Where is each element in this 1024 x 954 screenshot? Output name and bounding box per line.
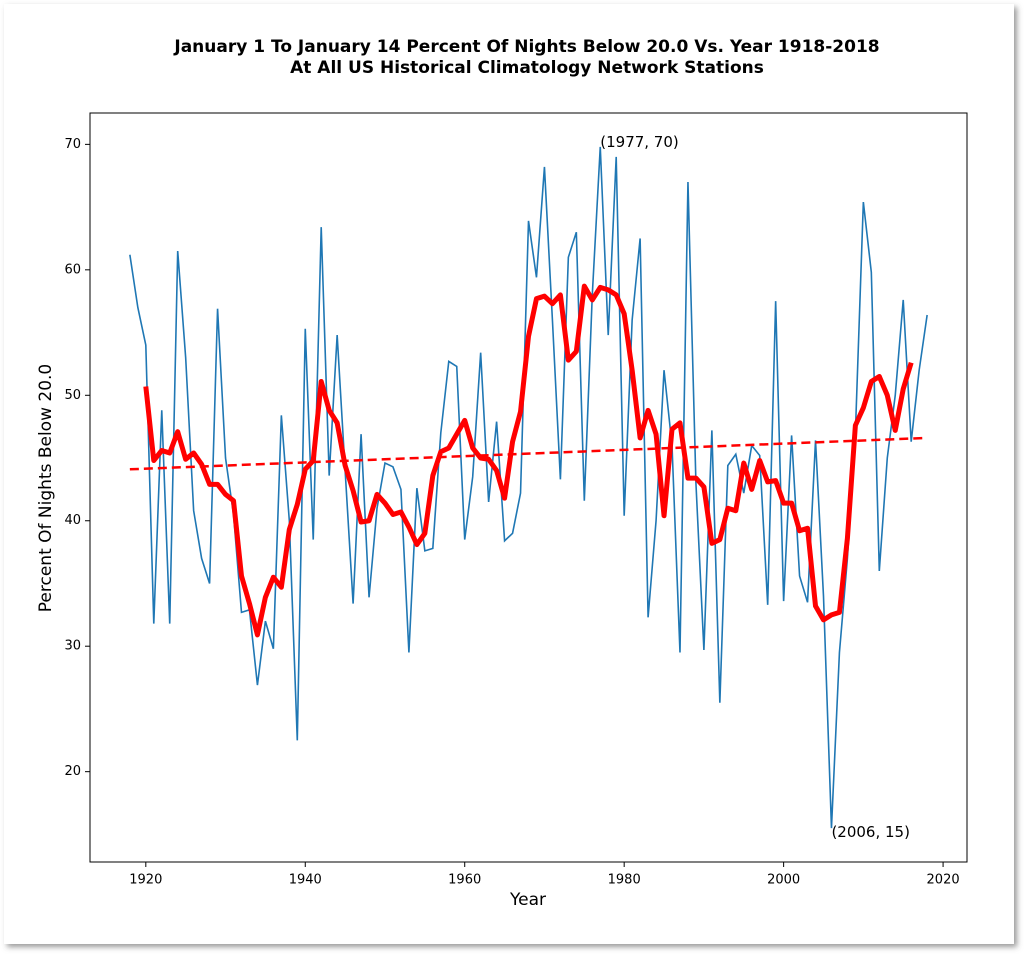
- y-axis-label: Percent Of Nights Below 20.0: [36, 364, 56, 612]
- y-tick-label: 40: [64, 513, 81, 528]
- y-tick-label: 50: [64, 388, 81, 403]
- x-tick-label: 1940: [289, 873, 322, 888]
- line-series: [143, 283, 914, 638]
- x-axis-label: Year: [509, 890, 546, 910]
- chart-title: At All US Historical Climatology Network…: [290, 58, 764, 78]
- y-tick-label: 30: [64, 639, 81, 654]
- line-series: [129, 146, 928, 829]
- line-series: [129, 436, 928, 471]
- annotation: (1977, 70): [600, 133, 679, 151]
- x-tick-label: 2020: [927, 873, 960, 888]
- x-tick-label: 1960: [448, 873, 481, 888]
- annotation: (2006, 15): [831, 823, 910, 841]
- x-tick-label: 1920: [129, 873, 162, 888]
- y-tick-label: 70: [64, 137, 81, 152]
- x-tick-label: 2000: [767, 873, 800, 888]
- chart-title: January 1 To January 14 Percent Of Night…: [173, 37, 879, 57]
- y-tick-label: 20: [64, 764, 81, 779]
- y-tick-label: 60: [64, 262, 81, 277]
- plot-frame: [89, 112, 968, 863]
- x-tick-label: 1980: [608, 873, 641, 888]
